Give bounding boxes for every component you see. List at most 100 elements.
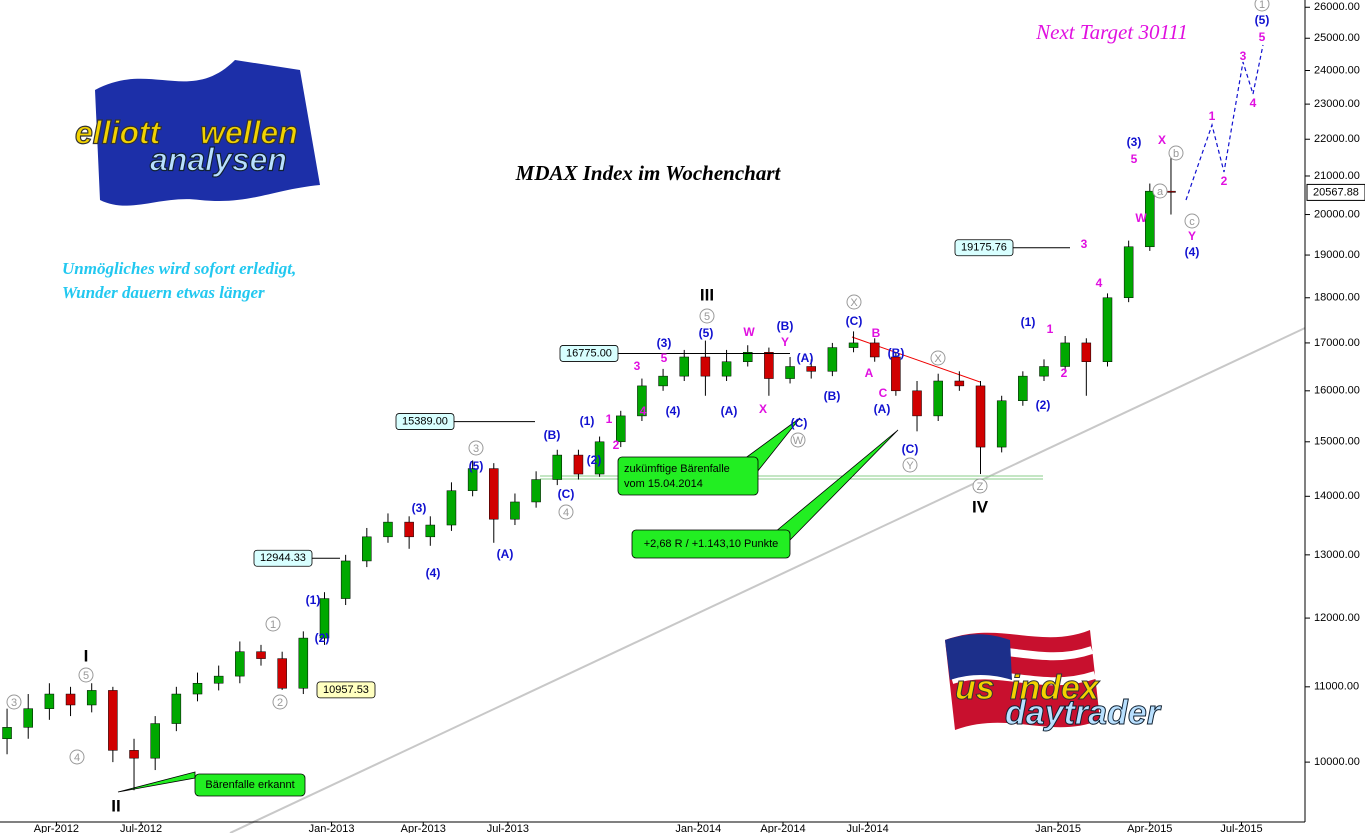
wave-label: I — [84, 646, 89, 665]
candle — [742, 345, 753, 367]
candle-body — [489, 468, 499, 520]
quote: Wunder dauern etwas länger — [62, 283, 265, 302]
candle-body — [383, 521, 393, 538]
y-tick-label: 14000.00 — [1314, 490, 1360, 502]
logo-elliott: elliott wellen analysen — [74, 60, 320, 206]
wave-label: (4) — [1185, 245, 1200, 259]
candle-body — [108, 690, 118, 751]
wave-label: c — [1189, 216, 1195, 228]
wave-label: 3 — [1240, 49, 1247, 63]
y-tick-label: 22000.00 — [1314, 133, 1360, 145]
wave-label: (A) — [721, 404, 738, 418]
candle — [637, 378, 647, 422]
candle-body — [700, 356, 711, 377]
wave-label: (3) — [657, 336, 672, 350]
wave-circle — [69, 749, 85, 765]
logo-text: wellen — [200, 114, 298, 150]
wave-label: 4 — [563, 507, 569, 519]
candle — [510, 493, 520, 526]
candle-body — [933, 380, 943, 417]
candle — [192, 672, 203, 702]
wave-label: (A) — [797, 351, 814, 365]
candle — [933, 373, 943, 422]
wave-label: (4) — [426, 566, 441, 580]
logo-text: us — [955, 669, 995, 707]
wave-label: (5) — [699, 326, 714, 340]
candle-body — [1123, 246, 1134, 299]
wave-label: (4) — [666, 404, 681, 418]
candle-body — [1166, 190, 1176, 193]
wave-label: X — [850, 297, 858, 309]
wave-label: X — [759, 402, 767, 416]
candle-body — [298, 637, 309, 689]
wave-label: III — [700, 285, 714, 304]
x-tick-label: Apr-2012 — [34, 823, 79, 833]
level-box — [559, 345, 619, 362]
chart-title: MDAX Index im Wochenchart — [515, 161, 782, 185]
candle-body — [827, 347, 838, 372]
candle — [383, 513, 393, 543]
candle-body — [1145, 190, 1155, 248]
x-tick-label: Jul-2013 — [487, 823, 529, 833]
wave-label: 5 — [1259, 30, 1266, 44]
candle-body — [2, 727, 12, 740]
candle — [827, 342, 838, 377]
candle — [1123, 240, 1134, 303]
candle — [340, 554, 351, 606]
x-tick-label: Apr-2015 — [1127, 823, 1172, 833]
wave-label: 5 — [661, 351, 668, 365]
wave-circle — [272, 694, 288, 710]
wave-circle — [558, 504, 574, 520]
wave-label: (B) — [888, 346, 905, 360]
logo-us-index: us index daytrader — [945, 630, 1162, 732]
wave-label: (1) — [306, 593, 321, 607]
logo-text: elliott — [75, 114, 162, 150]
level-label: 15389.00 — [402, 415, 448, 427]
candle — [425, 516, 436, 546]
level-label: 16775.00 — [566, 347, 612, 359]
y-tick-label: 19000.00 — [1314, 249, 1360, 261]
level-label: 19175.76 — [961, 242, 1007, 254]
candle — [44, 683, 55, 720]
candle — [1102, 293, 1113, 367]
y-tick-label: 25000.00 — [1314, 32, 1360, 44]
candle-body — [1081, 342, 1092, 362]
candle — [489, 463, 499, 543]
candle-body — [213, 675, 224, 684]
wave-label: X — [1158, 133, 1166, 147]
candle — [1081, 338, 1092, 396]
candle — [467, 460, 478, 497]
callout-text: vom 15.04.2014 — [624, 478, 703, 490]
wave-label: A — [865, 366, 874, 380]
wave-label: (C) — [791, 416, 808, 430]
wave-circle — [902, 457, 918, 473]
wave-circle — [468, 440, 484, 456]
wave-label: 5 — [704, 311, 710, 323]
wave-label: (B) — [544, 428, 561, 442]
candle-body — [869, 342, 880, 358]
wave-label: 3 — [11, 697, 17, 709]
y-tick-label: 10000.00 — [1314, 756, 1360, 768]
candle-body — [721, 361, 732, 377]
level-box — [316, 681, 376, 699]
wave-label: (A) — [874, 402, 891, 416]
candle-body — [616, 415, 626, 443]
candle-body — [1102, 297, 1113, 362]
candle — [1018, 371, 1028, 406]
candle-body — [86, 690, 97, 706]
candle — [404, 516, 414, 549]
wave-label: II — [111, 796, 120, 815]
candle — [785, 356, 795, 384]
x-tick-label: Apr-2013 — [401, 823, 446, 833]
wave-label: 2 — [1061, 366, 1068, 380]
wave-label: Z — [977, 481, 984, 493]
candle-body — [742, 352, 753, 362]
candle — [721, 349, 732, 381]
y-tick-label: 23000.00 — [1314, 98, 1360, 110]
wave-label: (3) — [1127, 135, 1142, 149]
wave-circle — [1184, 213, 1200, 229]
candle — [806, 359, 816, 379]
candle-body — [362, 536, 372, 562]
candle-body — [404, 521, 414, 538]
candle-body — [340, 560, 351, 599]
